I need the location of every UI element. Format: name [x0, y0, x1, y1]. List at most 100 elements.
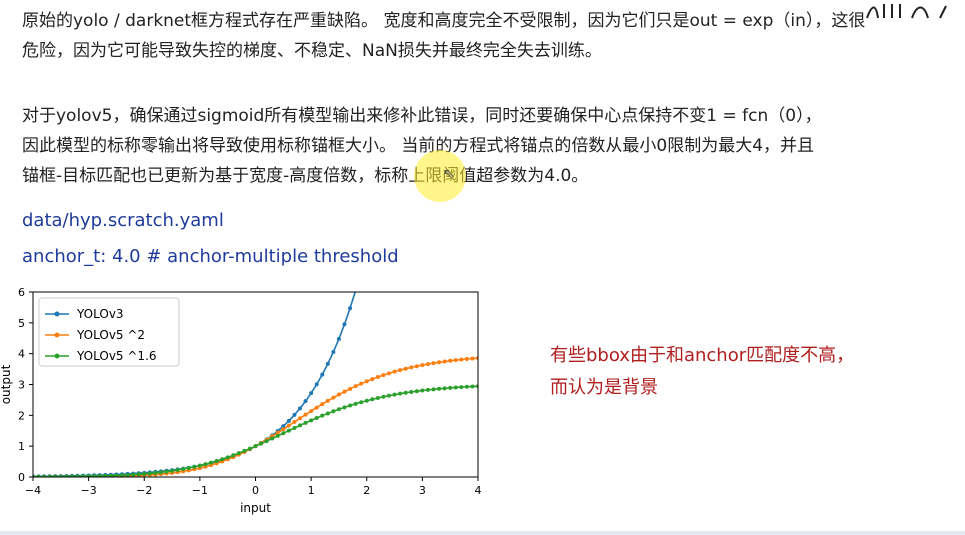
data-point: [298, 406, 302, 411]
intro-line-2: 危险，因为它可能导致失控的梯度、不稳定、NaN损失并最终完全失去训练。: [22, 41, 602, 61]
data-point: [286, 418, 291, 423]
y-tick-label: 4: [18, 348, 25, 361]
data-point: [409, 389, 414, 394]
data-point: [47, 474, 52, 477]
x-tick-label: −3: [81, 484, 97, 497]
data-point: [414, 389, 419, 394]
data-point: [103, 473, 108, 477]
intro-paragraph: 原始的yolo / darknet框方程式存在严重缺陷。 宽度和高度完全不受限制…: [22, 6, 865, 66]
data-point: [331, 349, 336, 354]
data-point: [448, 358, 453, 363]
data-point: [364, 379, 369, 384]
data-point: [136, 472, 141, 477]
note-line-2: 而认为是背景: [550, 377, 658, 398]
x-tick-label: 2: [363, 484, 370, 497]
data-point: [359, 400, 364, 405]
x-tick-label: 0: [252, 484, 259, 497]
data-point: [464, 357, 469, 362]
background-note: 有些bbox由于和anchor匹配度不高， 而认为是背景: [550, 340, 854, 404]
y-axis-label: output: [0, 364, 13, 404]
data-point: [64, 474, 69, 477]
data-point: [320, 413, 325, 418]
data-point: [53, 474, 58, 477]
data-point: [342, 389, 347, 394]
data-point: [370, 377, 375, 382]
data-point: [437, 386, 442, 391]
data-point: [325, 361, 330, 366]
legend-box: [38, 297, 180, 367]
data-point: [197, 463, 202, 468]
data-point: [470, 356, 475, 361]
data-point: [120, 473, 124, 477]
data-point: [420, 388, 425, 393]
data-point: [314, 415, 319, 420]
data-point: [359, 381, 364, 386]
y-tick-label: 6: [18, 286, 25, 299]
data-point: [247, 446, 252, 451]
data-point: [225, 455, 230, 460]
activation-chart: −4 −3 −2 −1 0 1 2 3 4 0 1 2 3 4 5 6 input output YOLOv3 YO…: [0, 286, 482, 515]
x-tick-label: −1: [192, 484, 208, 497]
data-point: [431, 387, 436, 392]
data-point: [236, 451, 241, 456]
note-line-1: 有些bbox由于和anchor匹配度不高，: [550, 345, 855, 366]
data-point: [36, 474, 41, 477]
data-point: [320, 402, 325, 407]
data-point: [281, 431, 286, 436]
data-point: [220, 457, 225, 462]
y-tick-label: 5: [18, 317, 25, 330]
top-right-scribble-icon: [866, 4, 947, 19]
data-point: [164, 469, 169, 474]
data-point: [158, 470, 163, 475]
data-point: [292, 412, 297, 417]
data-point: [442, 386, 447, 391]
data-point: [75, 474, 80, 477]
data-point: [381, 394, 386, 399]
data-point: [348, 403, 353, 408]
data-point: [125, 472, 130, 477]
data-point: [92, 474, 97, 477]
data-point: [298, 416, 302, 421]
data-point: [175, 468, 180, 473]
data-point: [69, 474, 74, 477]
data-point: [203, 462, 208, 467]
mouse-pointer-icon: ⇖: [443, 166, 455, 182]
data-point: [325, 411, 330, 416]
intro-line-1: 原始的yolo / darknet框方程式存在严重缺陷。 宽度和高度完全不受限制…: [22, 11, 866, 31]
data-point: [231, 453, 236, 458]
data-point: [259, 441, 264, 446]
data-point: [453, 358, 458, 363]
cursor-highlight: [414, 150, 466, 202]
y-tick-label: 0: [18, 471, 25, 484]
data-point: [331, 409, 336, 414]
series-line-1: [33, 357, 478, 477]
data-point: [214, 459, 219, 464]
data-point: [242, 448, 247, 453]
data-point: [281, 424, 286, 429]
data-point: [292, 419, 297, 424]
yolov5-line-1: 对于yolov5，确保通过sigmoid所有模型输出来修补此错误，同时还要确保中…: [22, 106, 822, 126]
data-point: [336, 407, 341, 412]
data-point: [86, 474, 91, 477]
data-point: [97, 474, 102, 477]
data-point: [153, 470, 158, 475]
data-point: [381, 373, 386, 378]
data-point: [437, 360, 442, 365]
config-anchor-line: anchor_t: 4.0 # anchor-multiple threshol…: [22, 246, 399, 267]
data-point: [387, 371, 391, 376]
data-point: [286, 423, 291, 428]
data-point: [131, 472, 136, 477]
data-point: [398, 368, 403, 373]
data-point: [142, 471, 147, 476]
data-point: [414, 364, 419, 369]
data-point: [192, 464, 197, 469]
data-point: [348, 386, 353, 391]
y-tick-label: 2: [18, 409, 25, 422]
x-tick-label: 1: [308, 484, 315, 497]
legend-marker: [54, 311, 60, 317]
data-point: [320, 372, 325, 377]
x-axis-label: input: [240, 501, 271, 515]
x-tick-label: 4: [475, 484, 482, 497]
data-point: [298, 423, 302, 428]
legend-label: YOLOv3: [76, 307, 124, 321]
